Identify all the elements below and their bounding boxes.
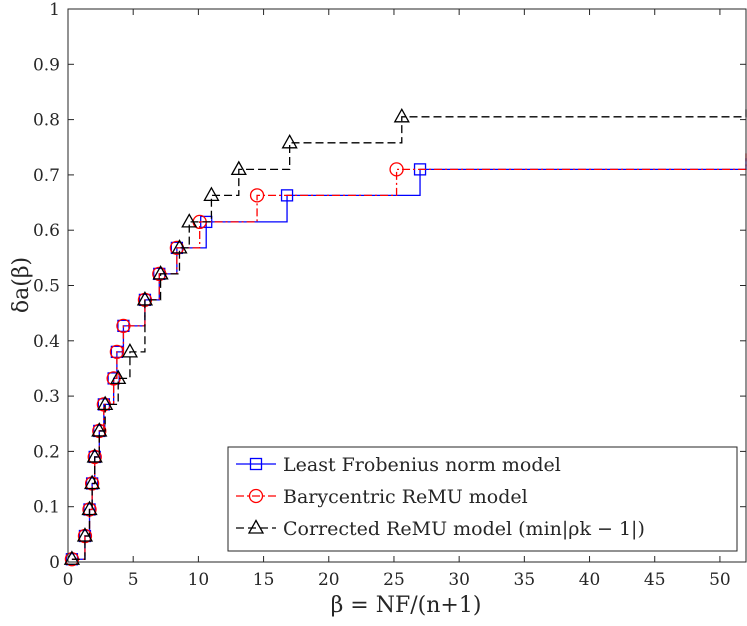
y-tick-label: 0.5	[33, 277, 60, 297]
x-tick-label: 0	[63, 570, 74, 590]
triangle-marker	[152, 265, 169, 280]
legend-items: Least Frobenius norm model Barycentric Re…	[236, 454, 645, 540]
triangle-marker	[81, 500, 98, 516]
series-layer	[63, 106, 747, 567]
triangle-marker	[84, 474, 101, 490]
y-tick-label: 0.2	[33, 442, 60, 462]
triangle-marker	[136, 291, 154, 306]
legend-label: Barycentric ReMU model	[283, 486, 528, 508]
y-tick-label: 0.3	[33, 387, 60, 407]
y-tick-label: 0.7	[33, 166, 60, 186]
square-marker	[280, 189, 294, 202]
series-3	[63, 106, 747, 565]
triangle-marker	[393, 108, 410, 123]
ticks-layer: 0 5 10 15 20 25 30 35 40 45 50 0 0.1 0.2 0.3 0.4 0.5 0.6 0…	[33, 0, 746, 590]
y-tick-label: 0.6	[33, 221, 60, 241]
x-axis-title: β = NF/(n+1)	[331, 593, 482, 618]
triangle-marker	[203, 186, 220, 202]
x-tick-label: 40	[579, 570, 601, 590]
circle-marker	[116, 318, 131, 334]
circle-marker	[389, 162, 404, 177]
triangle-marker	[91, 422, 108, 437]
y-tick-label: 0.4	[33, 332, 60, 352]
y-axis-title: δa(β)	[9, 257, 34, 313]
legend-square-marker	[249, 457, 263, 471]
triangle-marker	[181, 213, 198, 228]
y-tick-label: 0.9	[33, 55, 60, 75]
x-tick-label: 10	[188, 570, 210, 590]
x-tick-label: 5	[128, 570, 139, 590]
circle-marker	[109, 344, 125, 360]
x-tick-label: 30	[448, 570, 470, 590]
series-line	[71, 106, 747, 560]
triangle-marker	[281, 133, 298, 149]
circle-marker	[249, 188, 265, 203]
y-tick-label: 0	[49, 553, 60, 573]
legend-label: Corrected ReMU model (min|ρk − 1|)	[283, 518, 645, 540]
triangle-marker	[230, 160, 247, 176]
legend-triangle-marker	[247, 519, 265, 534]
triangle-marker	[97, 395, 114, 411]
y-tick-label: 1	[49, 0, 60, 20]
y-tick-label: 0.8	[33, 111, 60, 131]
plot-frame	[67, 8, 747, 563]
legend-box	[227, 446, 738, 552]
y-tick-label: 0.1	[33, 498, 60, 518]
triangle-marker	[110, 369, 127, 385]
x-tick-label: 45	[644, 570, 666, 590]
legend-label: Least Frobenius norm model	[283, 454, 561, 476]
triangle-marker	[76, 527, 94, 542]
triangle-marker	[171, 239, 188, 254]
triangle-marker	[86, 448, 103, 463]
x-tick-label: 35	[514, 570, 536, 590]
x-tick-label: 20	[318, 570, 340, 590]
series-line	[71, 151, 747, 560]
legend-circle-marker	[248, 488, 264, 504]
x-tick-label: 25	[383, 570, 405, 590]
triangle-marker	[121, 343, 139, 358]
x-tick-label: 15	[253, 570, 275, 590]
legend: Least Frobenius norm model Barycentric Re…	[227, 446, 738, 552]
x-tick-label: 50	[709, 570, 731, 590]
